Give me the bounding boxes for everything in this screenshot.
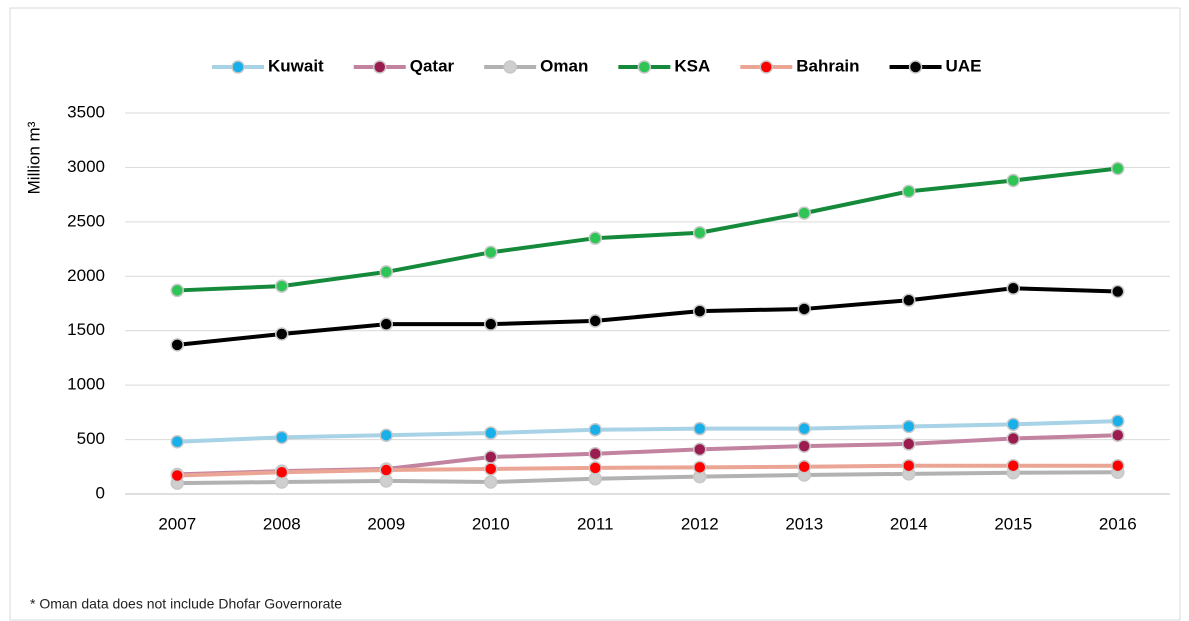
legend-marker: [908, 60, 923, 74]
x-tick-label: 2012: [681, 514, 719, 533]
data-point: [797, 460, 811, 474]
data-point: [379, 463, 393, 477]
data-point: [693, 225, 707, 240]
data-point: [693, 304, 707, 318]
legend-marker: [503, 60, 517, 74]
data-point: [693, 460, 707, 475]
data-point: [170, 434, 184, 449]
data-point: [797, 439, 811, 453]
x-tick-label: 2008: [263, 514, 301, 533]
x-tick-label: 2009: [367, 514, 405, 533]
data-point: [1006, 281, 1020, 296]
series-line: [177, 470, 1118, 486]
data-point: [1006, 173, 1020, 188]
x-tick-label: 2011: [577, 514, 614, 533]
data-point: [797, 302, 811, 316]
data-point: [1111, 161, 1125, 176]
data-point: [275, 327, 289, 341]
data-point: [588, 461, 602, 475]
data-point: [484, 475, 498, 489]
data-point: [484, 450, 498, 464]
x-tick-label: 2010: [472, 514, 510, 533]
legend-marker: [372, 60, 387, 74]
data-point: [1111, 284, 1125, 299]
legend-label: UAE: [946, 56, 982, 75]
data-point: [275, 430, 289, 445]
legend-label: KSA: [674, 56, 710, 75]
y-tick-label: 2000: [67, 266, 105, 285]
y-tick-label: 3000: [67, 157, 105, 176]
y-tick-label: 1500: [67, 320, 105, 339]
y-tick-label: 3500: [67, 102, 105, 121]
x-tick-label: 2016: [1099, 514, 1137, 533]
data-point: [275, 279, 289, 293]
data-point: [1111, 414, 1125, 428]
data-point: [379, 265, 393, 279]
x-tick-label: 2015: [994, 514, 1032, 533]
legend-marker: [637, 60, 652, 74]
legend-label: Kuwait: [268, 56, 324, 75]
data-point: [170, 338, 184, 352]
legend-marker: [231, 60, 245, 74]
data-point: [484, 317, 498, 331]
legend-label: Oman: [540, 56, 588, 75]
data-point: [902, 419, 916, 434]
y-axis-label: Million m³: [24, 121, 43, 194]
data-point: [1111, 428, 1125, 442]
y-tick-label: 0: [96, 483, 105, 502]
chart-frame: [9, 7, 1181, 621]
data-point: [379, 428, 393, 442]
data-point: [693, 442, 707, 457]
series-line: [177, 166, 1118, 293]
data-point: [588, 446, 602, 461]
data-point: [170, 468, 184, 483]
data-point: [275, 465, 289, 479]
data-point: [797, 421, 811, 436]
data-point: [1006, 458, 1020, 473]
data-point: [693, 421, 707, 436]
legend-label: Bahrain: [796, 56, 859, 75]
y-tick-label: 500: [77, 429, 105, 448]
footnote: * Oman data does not include Dhofar Gove…: [30, 596, 342, 612]
data-point: [170, 283, 184, 298]
data-point: [588, 231, 602, 245]
x-tick-label: 2014: [890, 514, 928, 533]
legend-marker: [759, 60, 773, 74]
data-point: [484, 426, 498, 440]
series-line: [177, 463, 1118, 478]
x-tick-label: 2007: [158, 514, 196, 533]
data-point: [484, 462, 498, 476]
data-point: [902, 184, 916, 199]
data-point: [902, 458, 916, 473]
data-point: [1111, 458, 1125, 473]
data-point: [484, 245, 498, 260]
legend-label: Qatar: [410, 56, 455, 75]
data-point: [379, 317, 393, 331]
data-point: [1006, 417, 1020, 432]
y-tick-label: 1000: [67, 375, 105, 394]
data-point: [797, 206, 811, 220]
data-point: [902, 293, 916, 307]
series-line: [177, 286, 1118, 347]
data-point: [588, 314, 602, 328]
x-tick-label: 2013: [785, 514, 823, 533]
data-point: [588, 423, 602, 437]
data-point: [902, 437, 916, 451]
data-point: [1006, 431, 1020, 446]
y-tick-label: 2500: [67, 211, 105, 230]
series-line: [177, 419, 1118, 444]
